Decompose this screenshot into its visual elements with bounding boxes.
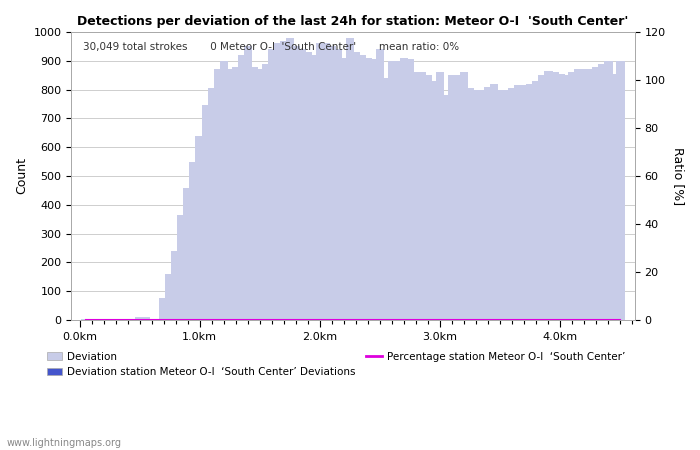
Bar: [232, 67, 240, 320]
Bar: [165, 274, 174, 320]
Bar: [496, 90, 505, 320]
Bar: [364, 58, 372, 320]
Bar: [400, 58, 408, 320]
Y-axis label: Ratio [%]: Ratio [%]: [672, 147, 685, 205]
Bar: [123, 319, 132, 320]
Bar: [592, 67, 601, 320]
Y-axis label: Count: Count: [15, 158, 28, 194]
Bar: [478, 90, 486, 320]
Bar: [406, 59, 414, 320]
Bar: [267, 49, 276, 320]
Bar: [393, 61, 402, 320]
Bar: [376, 49, 384, 320]
Bar: [256, 69, 264, 320]
Bar: [351, 52, 360, 320]
Bar: [346, 38, 354, 320]
Bar: [279, 40, 288, 320]
Bar: [508, 88, 517, 320]
Bar: [111, 319, 120, 320]
Bar: [309, 55, 318, 320]
Text: www.lightningmaps.org: www.lightningmaps.org: [7, 438, 122, 448]
Bar: [472, 90, 480, 320]
Bar: [81, 319, 90, 320]
Legend: Deviation, Deviation station Meteor O-I  ‘South Center’ Deviations, Percentage s: Deviation, Deviation station Meteor O-I …: [43, 347, 630, 381]
Bar: [382, 78, 391, 320]
Bar: [562, 75, 570, 320]
Bar: [99, 319, 108, 320]
Bar: [328, 46, 336, 320]
Bar: [178, 215, 186, 320]
Bar: [418, 72, 426, 320]
Bar: [430, 81, 438, 320]
Text: 30,049 total strokes       0 Meteor O-I  'South Center'       mean ratio: 0%: 30,049 total strokes 0 Meteor O-I 'South…: [83, 42, 458, 52]
Bar: [616, 61, 624, 320]
Bar: [316, 44, 324, 320]
Bar: [292, 46, 300, 320]
Bar: [502, 90, 510, 320]
Bar: [466, 88, 475, 320]
Title: Detections per deviation of the last 24h for station: Meteor O-I  'South Center': Detections per deviation of the last 24h…: [77, 15, 629, 28]
Bar: [388, 61, 396, 320]
Bar: [604, 61, 612, 320]
Bar: [130, 319, 138, 320]
Bar: [544, 71, 552, 320]
Bar: [334, 49, 342, 320]
Bar: [412, 72, 421, 320]
Bar: [274, 44, 282, 320]
Bar: [610, 74, 619, 320]
Bar: [262, 63, 270, 320]
Bar: [460, 72, 468, 320]
Bar: [304, 52, 312, 320]
Bar: [135, 317, 144, 320]
Bar: [538, 75, 547, 320]
Bar: [106, 319, 114, 320]
Bar: [358, 55, 366, 320]
Bar: [598, 63, 607, 320]
Bar: [118, 319, 126, 320]
Bar: [574, 69, 582, 320]
Bar: [586, 69, 594, 320]
Bar: [141, 317, 150, 320]
Bar: [298, 49, 307, 320]
Bar: [454, 75, 463, 320]
Bar: [484, 87, 493, 320]
Bar: [220, 61, 228, 320]
Bar: [580, 69, 589, 320]
Bar: [436, 72, 445, 320]
Bar: [424, 75, 433, 320]
Bar: [160, 298, 168, 320]
Bar: [340, 58, 349, 320]
Bar: [207, 88, 216, 320]
Bar: [556, 74, 564, 320]
Bar: [148, 319, 156, 320]
Bar: [442, 95, 450, 320]
Bar: [526, 84, 535, 320]
Bar: [202, 105, 210, 320]
Bar: [153, 319, 162, 320]
Bar: [172, 251, 180, 320]
Bar: [237, 55, 246, 320]
Bar: [190, 162, 198, 320]
Bar: [250, 67, 258, 320]
Bar: [183, 188, 192, 320]
Bar: [448, 75, 456, 320]
Bar: [532, 81, 540, 320]
Bar: [568, 72, 577, 320]
Bar: [490, 84, 498, 320]
Bar: [520, 85, 528, 320]
Bar: [244, 46, 252, 320]
Bar: [321, 44, 330, 320]
Bar: [214, 69, 222, 320]
Bar: [225, 69, 234, 320]
Bar: [550, 72, 559, 320]
Bar: [514, 85, 522, 320]
Bar: [370, 59, 378, 320]
Bar: [286, 38, 294, 320]
Bar: [195, 135, 204, 320]
